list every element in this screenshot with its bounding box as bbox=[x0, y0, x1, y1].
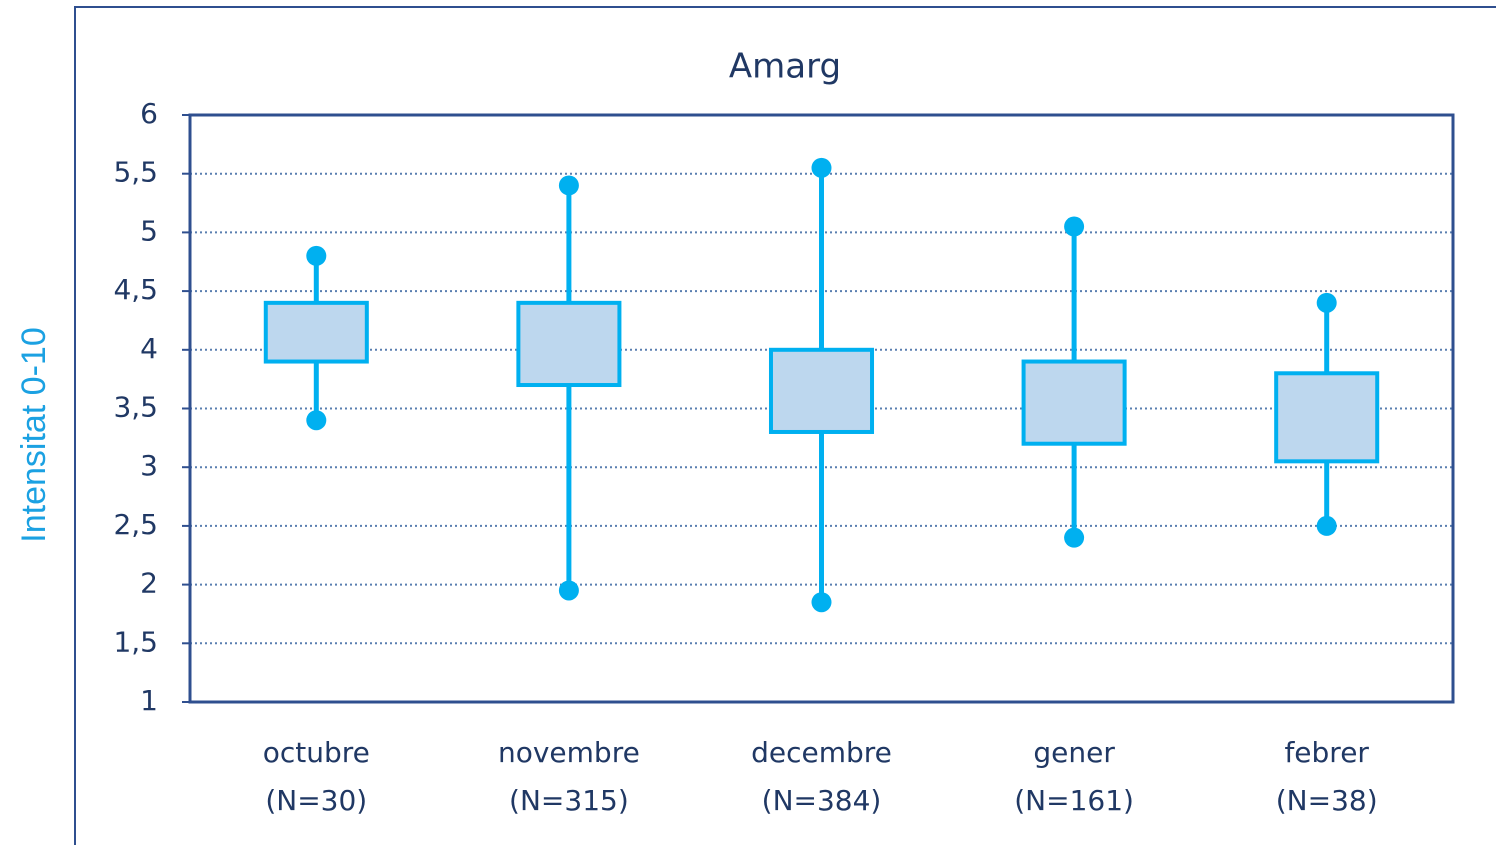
x-tick-sublabel: (N=384) bbox=[762, 784, 882, 817]
x-tick-label: octubre bbox=[263, 736, 370, 769]
y-tick-label: 3 bbox=[140, 449, 158, 482]
max-point bbox=[811, 157, 832, 178]
max-point bbox=[1064, 216, 1085, 237]
box bbox=[768, 347, 875, 434]
min-point bbox=[306, 410, 327, 431]
y-tick-label: 2 bbox=[140, 567, 158, 600]
y-tick-label: 6 bbox=[140, 97, 158, 130]
max-point bbox=[306, 245, 327, 266]
chart-title: Amarg bbox=[729, 47, 841, 87]
max-point bbox=[558, 175, 579, 196]
min-point bbox=[1316, 515, 1337, 536]
box bbox=[516, 300, 622, 388]
y-tick-label: 5 bbox=[140, 214, 158, 247]
x-tick-sublabel: (N=315) bbox=[509, 784, 629, 817]
y-tick-label: 1,5 bbox=[113, 625, 158, 658]
x-tick-sublabel: (N=161) bbox=[1014, 784, 1134, 817]
x-tick-label: decembre bbox=[751, 736, 892, 769]
x-tick-label: novembre bbox=[498, 736, 640, 769]
y-tick-label: 2,5 bbox=[113, 508, 158, 541]
x-tick-label: febrer bbox=[1284, 736, 1369, 769]
box bbox=[263, 300, 369, 364]
min-point bbox=[811, 592, 832, 613]
box bbox=[1021, 359, 1127, 446]
max-point bbox=[1316, 292, 1337, 313]
box bbox=[1274, 371, 1380, 464]
min-point bbox=[1064, 527, 1085, 548]
y-tick-label: 1 bbox=[140, 684, 158, 717]
y-tick-label: 4,5 bbox=[113, 273, 158, 306]
y-tick-label: 5,5 bbox=[113, 156, 158, 189]
y-tick-label: 4 bbox=[140, 332, 158, 365]
x-tick-sublabel: (N=30) bbox=[265, 784, 367, 817]
x-tick-sublabel: (N=38) bbox=[1276, 784, 1378, 817]
x-tick-label: gener bbox=[1033, 736, 1115, 769]
min-point bbox=[558, 580, 579, 601]
y-axis-label: Intensitat 0-10 bbox=[15, 327, 53, 542]
chart-frame bbox=[74, 6, 1496, 849]
y-tick-label: 3,5 bbox=[113, 391, 158, 424]
plot-area bbox=[188, 113, 1455, 704]
